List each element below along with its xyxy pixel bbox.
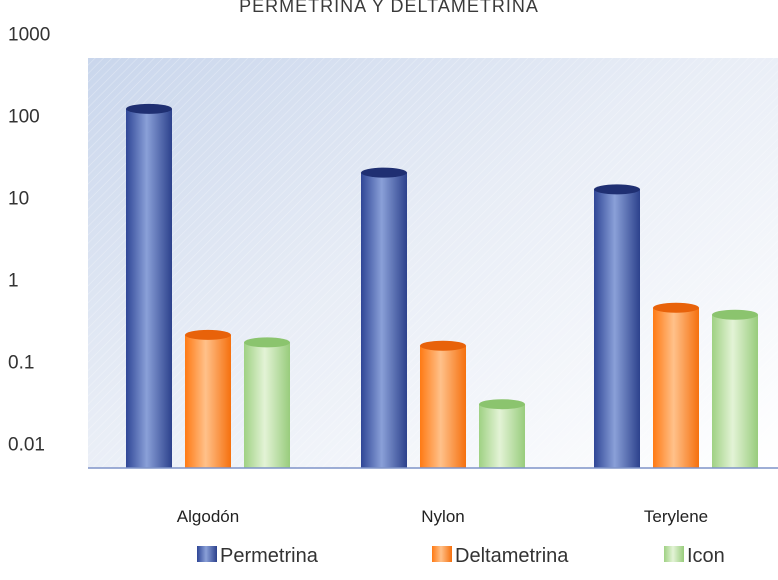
bar-deltametrina-terylene <box>653 302 699 468</box>
bar-deltametrina-nylon <box>420 340 466 468</box>
bar-icon-terylene <box>712 309 758 468</box>
y-tick-label: 0.1 <box>8 352 34 373</box>
bar-permetrina-algodon <box>126 103 172 468</box>
chart-title: PERMETRINA Y DELTAMETRINA <box>239 0 539 16</box>
legend-item-deltametrina: Deltametrina <box>432 545 569 567</box>
legend-label: Deltametrina <box>455 545 569 567</box>
bar-icon-nylon <box>479 399 525 468</box>
x-tick-label: Algodón <box>177 507 239 526</box>
legend-item-icon: Icon <box>664 545 725 567</box>
y-tick-label: 1000 <box>8 24 50 45</box>
x-tick-label: Nylon <box>421 507 464 526</box>
bar-permetrina-nylon <box>361 167 407 468</box>
bar-icon-algodon <box>244 337 290 468</box>
y-tick-label: 1 <box>8 270 19 291</box>
bar-permetrina-terylene <box>594 184 640 469</box>
legend-swatch <box>197 546 217 562</box>
legend-swatch <box>432 546 452 562</box>
y-tick-label: 100 <box>8 106 40 127</box>
legend-item-permetrina: Permetrina <box>197 545 319 567</box>
bar-deltametrina-algodon <box>185 329 231 468</box>
y-tick-label: 0.01 <box>8 434 45 455</box>
y-tick-label: 10 <box>8 188 29 209</box>
legend-label: Permetrina <box>220 545 319 567</box>
legend-label: Icon <box>687 545 725 567</box>
legend-swatch <box>664 546 684 562</box>
x-tick-label: Terylene <box>644 507 708 526</box>
